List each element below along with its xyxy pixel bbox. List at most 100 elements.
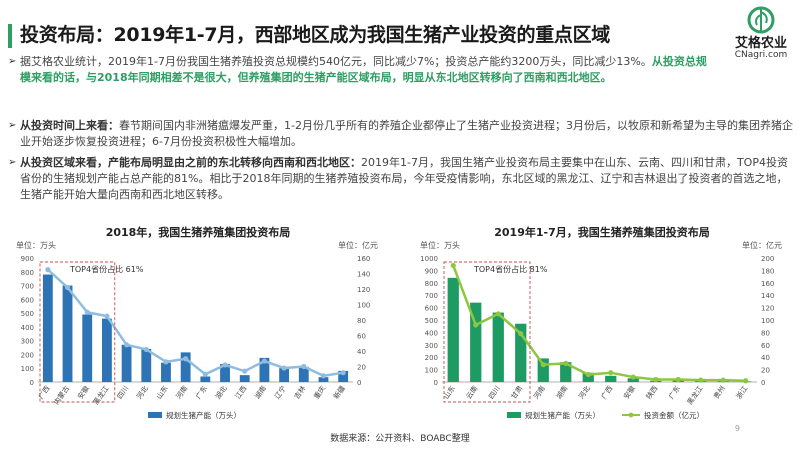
y2-tick-label: 120: [761, 305, 774, 313]
bar: [101, 318, 112, 382]
y2-tick-label: 180: [761, 267, 774, 275]
line-point: [242, 368, 248, 374]
chart-left-unit: 单位：万头: [420, 240, 460, 250]
line-point: [281, 365, 287, 371]
y-tick-label: 0: [434, 379, 438, 387]
line-point: [608, 370, 614, 376]
line-point: [698, 377, 704, 383]
line-point: [301, 363, 307, 370]
line-point: [585, 371, 591, 378]
page-number: 9: [734, 424, 740, 433]
bar: [298, 366, 309, 382]
y-tick-label: 400: [21, 324, 34, 332]
category-label: 安徽: [75, 384, 90, 401]
logo-text: 艾格农业: [734, 36, 787, 51]
y-tick-label: 0: [30, 379, 34, 387]
line-point: [495, 311, 501, 317]
y2-tick-label: 160: [761, 280, 774, 288]
bullet-timing: ➢ 从投资时间上来看：春节期间国内非洲猪瘟爆发严重，1-2月份几乎所有的养殖企业…: [8, 118, 793, 150]
line-point: [320, 373, 327, 379]
bar: [627, 378, 639, 382]
bar: [62, 285, 73, 382]
top4-highlight-box: [443, 261, 531, 403]
bullet-region-heading: 从投资区域来看，产能布局明显由之前的东北转移向西南和西北地区：: [20, 156, 361, 169]
top4-annotation: TOP4省份占比 61%: [69, 264, 144, 274]
logo-domain: CNagri.com: [734, 50, 788, 60]
category-label: 湖南: [253, 384, 268, 401]
category-label: 云南: [464, 384, 479, 401]
y-tick-label: 300: [21, 338, 34, 346]
category-label: 湖北: [213, 384, 228, 401]
line-point: [202, 371, 208, 377]
bar: [338, 370, 349, 382]
line-point: [123, 342, 130, 348]
category-label: 河北: [577, 385, 592, 401]
top4-annotation: TOP4省份占比 81%: [473, 264, 548, 274]
line-point: [104, 313, 110, 319]
y2-tick-label: 100: [357, 302, 370, 310]
y-tick-label: 800: [425, 280, 438, 288]
legend-label: 投资金额（亿元）: [644, 410, 704, 420]
y2-tick-label: 0: [761, 379, 765, 387]
bar: [515, 323, 527, 382]
y-tick-label: 600: [425, 305, 438, 313]
category-label: 广西: [36, 384, 51, 401]
bullet-marker-icon: ➢: [8, 120, 17, 131]
chart-title: 2019年1-7月，我国生猪养殖集团投资布局: [494, 225, 710, 239]
line-point: [183, 356, 189, 362]
y-tick-label: 200: [425, 354, 438, 362]
bullet-summary-text: 据艾格农业统计，2019年1-7月份我国生猪养殖投资总规模约540亿元，同比减少…: [20, 55, 652, 68]
bullet-timing-heading: 从投资时间上来看：: [20, 119, 119, 132]
bar: [605, 375, 617, 382]
y-tick-label: 200: [21, 351, 34, 359]
category-label: 黑龙江: [91, 384, 110, 406]
y-tick-label: 500: [425, 317, 438, 325]
top4-highlight-box: [39, 261, 116, 403]
legend-swatch-point: [628, 412, 634, 418]
line-point: [473, 322, 479, 328]
line-point: [163, 359, 169, 365]
bar: [141, 348, 152, 382]
line-point: [720, 377, 726, 383]
legend-label: 规划生猪产能（万头）: [525, 410, 600, 420]
page-title: 投资布局：2019年1-7月，西部地区成为我国生猪产业投资的重点区域: [20, 24, 611, 46]
category-label: 河南: [174, 384, 189, 401]
line-point: [675, 376, 681, 383]
category-label: 陕西: [644, 384, 659, 401]
category-label: 河南: [531, 384, 546, 401]
chart-left-unit: 单位：万头: [16, 240, 56, 250]
line-point: [540, 362, 546, 368]
line-point: [653, 376, 659, 383]
bar: [470, 302, 482, 382]
y2-tick-label: 80: [761, 329, 770, 337]
y2-tick-label: 140: [357, 271, 370, 279]
line-point: [222, 362, 228, 368]
bullet-region-text: 2019年1-7月，我国生猪产业投资布局主要集中在山东、云南、四川和甘肃，TOP…: [20, 156, 788, 201]
line-point: [45, 267, 51, 273]
category-label: 重庆: [312, 384, 327, 401]
chart-2019-investment-layout: 2019年1-7月，我国生猪养殖集团投资布局 单位：万头 单位：亿元 0 100 2…: [420, 225, 782, 420]
logo-mark-icon: [747, 6, 775, 34]
category-label: 广东: [666, 384, 681, 401]
line-point: [518, 331, 524, 337]
y2-tick-label: 120: [357, 286, 370, 294]
bullet-marker-icon: ➢: [8, 56, 17, 67]
y2-tick-label: 0: [357, 379, 361, 387]
chart-right-unit: 单位：亿元: [338, 240, 378, 250]
bar: [82, 314, 93, 382]
y-tick-label: 700: [21, 283, 34, 291]
category-label: 贵州: [711, 384, 726, 401]
y-tick-label: 700: [425, 292, 438, 300]
line-point: [450, 262, 456, 269]
category-label: 安徽: [621, 384, 636, 401]
chart-right-unit: 单位：亿元: [742, 240, 782, 250]
bar: [582, 372, 594, 382]
bar: [560, 362, 572, 382]
y2-tick-label: 40: [761, 354, 770, 362]
category-label: 广西: [599, 384, 614, 401]
line-point: [84, 309, 90, 315]
y2-tick-label: 140: [761, 292, 774, 300]
line-point: [563, 360, 569, 366]
company-logo: 艾格农业 CNagri.com: [730, 4, 792, 66]
